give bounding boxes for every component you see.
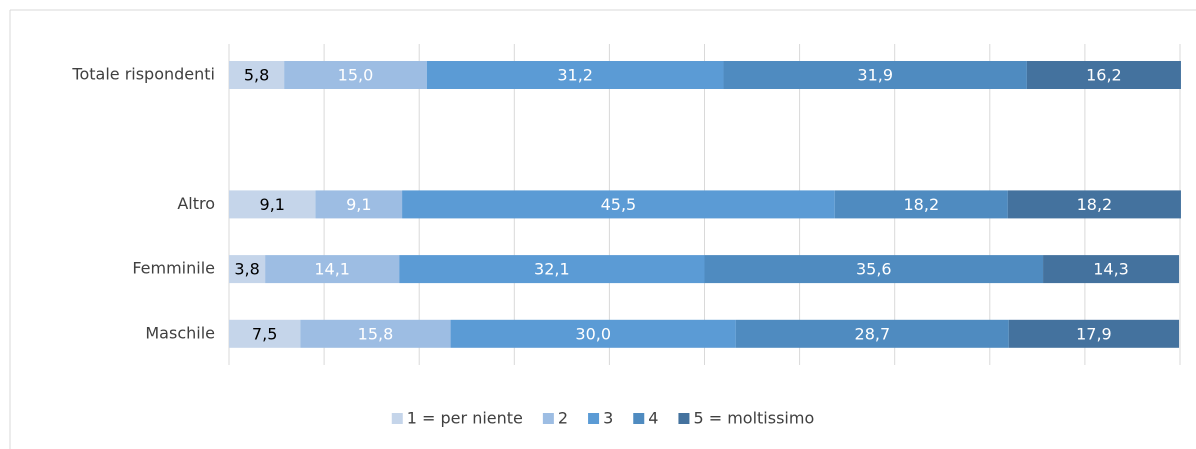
legend-label: 2 bbox=[558, 409, 568, 428]
bar-segment bbox=[426, 61, 724, 89]
y-tick-label: Femminile bbox=[132, 259, 215, 278]
value-label: 15,0 bbox=[338, 66, 374, 85]
value-label: 14,1 bbox=[314, 260, 350, 279]
bar-segment bbox=[315, 190, 403, 219]
value-label: 9,1 bbox=[346, 195, 371, 214]
value-label: 14,3 bbox=[1093, 260, 1129, 279]
bar-segment bbox=[284, 61, 427, 89]
bar-segment bbox=[399, 255, 705, 284]
value-label: 35,6 bbox=[856, 260, 892, 279]
value-label: 15,8 bbox=[358, 324, 394, 343]
value-label: 9,1 bbox=[260, 195, 285, 214]
value-label: 18,2 bbox=[904, 195, 940, 214]
legend-swatch bbox=[391, 413, 403, 424]
bar-segment bbox=[229, 61, 285, 89]
value-label: 31,2 bbox=[557, 66, 593, 85]
bar-segment bbox=[229, 319, 301, 348]
bar-segment bbox=[402, 190, 835, 219]
bar-segment bbox=[229, 255, 266, 284]
value-label: 16,2 bbox=[1086, 66, 1122, 85]
value-label: 32,1 bbox=[534, 260, 570, 279]
bar-segment bbox=[300, 319, 451, 348]
legend-label: 4 bbox=[648, 409, 658, 428]
value-label: 45,5 bbox=[601, 195, 637, 214]
value-label: 28,7 bbox=[855, 324, 891, 343]
value-label: 31,9 bbox=[857, 66, 893, 85]
legend-swatch bbox=[678, 413, 690, 424]
bar-segment bbox=[1008, 319, 1180, 348]
bar-segment bbox=[723, 61, 1027, 89]
bar-segment bbox=[1043, 255, 1180, 284]
bar-segment bbox=[1007, 190, 1181, 219]
legend-label: 1 = per niente bbox=[407, 409, 523, 428]
bar-segment bbox=[450, 319, 736, 348]
legend-swatch bbox=[542, 413, 554, 424]
bar-segment bbox=[265, 255, 400, 284]
bar-segment bbox=[1026, 61, 1181, 89]
legend-swatch bbox=[588, 413, 600, 424]
value-label: 30,0 bbox=[575, 324, 611, 343]
y-tick-label: Altro bbox=[177, 194, 215, 213]
value-label: 5,8 bbox=[244, 66, 269, 85]
y-tick-label: Maschile bbox=[145, 323, 215, 342]
bar-segment bbox=[834, 190, 1008, 219]
legend-swatch bbox=[633, 413, 645, 424]
bar-segment bbox=[704, 255, 1044, 284]
value-label: 7,5 bbox=[252, 324, 277, 343]
value-label: 18,2 bbox=[1077, 195, 1113, 214]
y-tick-label: Totale rispondenti bbox=[71, 65, 215, 84]
value-label: 3,8 bbox=[234, 260, 259, 279]
legend-label: 3 bbox=[603, 409, 613, 428]
value-label: 17,9 bbox=[1076, 324, 1112, 343]
legend-label: 5 = moltissimo bbox=[693, 409, 814, 428]
bar-segment bbox=[735, 319, 1009, 348]
bar-segment bbox=[229, 190, 316, 219]
